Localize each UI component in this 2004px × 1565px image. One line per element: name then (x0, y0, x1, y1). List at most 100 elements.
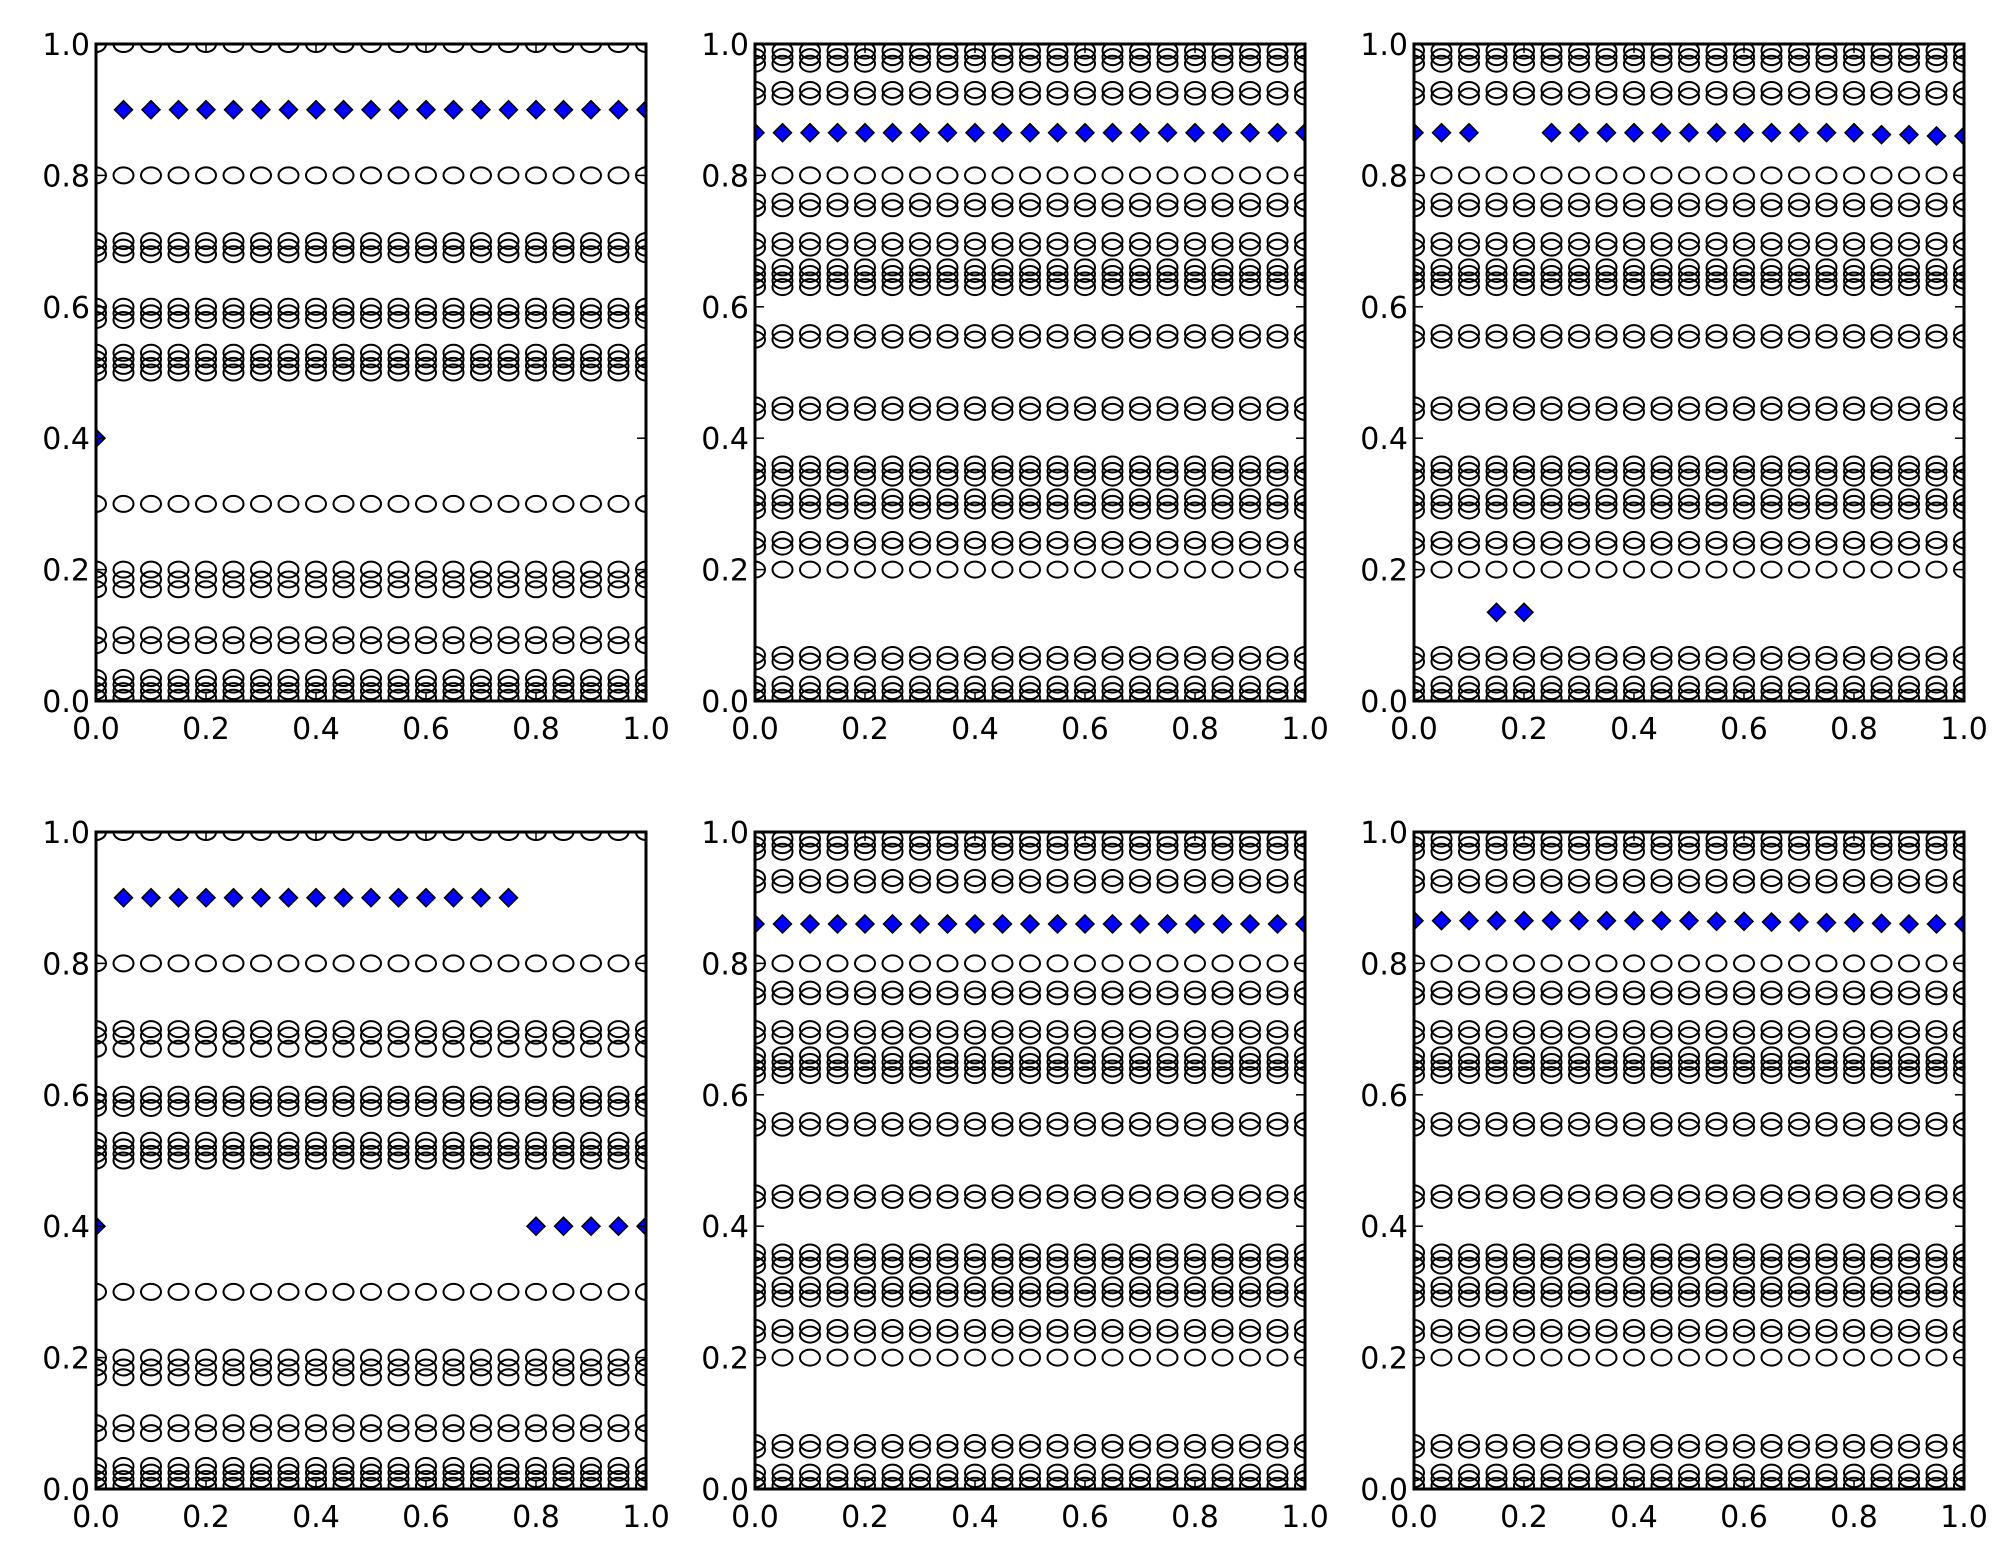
circle-marker (1898, 1325, 1920, 1344)
circle-marker (1568, 1319, 1590, 1338)
diamond-marker (964, 913, 986, 935)
circle-marker (1458, 238, 1480, 257)
circle-marker (1788, 675, 1810, 694)
circle-marker (1211, 1112, 1234, 1131)
circle-marker (1815, 199, 1838, 218)
circle-marker (1019, 1348, 1041, 1367)
circle-marker (497, 560, 520, 579)
circle-marker (755, 1289, 766, 1308)
circle-marker (1129, 1319, 1151, 1338)
circle-marker (881, 832, 904, 848)
circle-marker (1458, 330, 1480, 349)
circle-marker (1815, 396, 1838, 415)
circle-marker (305, 363, 327, 382)
circle-marker (1046, 1476, 1069, 1489)
circle-marker (1568, 836, 1590, 855)
x-tick-label: 0.0 (72, 1500, 120, 1535)
circle-marker (1294, 842, 1305, 861)
circle-marker (497, 1348, 520, 1367)
circle-marker (1595, 494, 1618, 513)
circle-marker (1430, 1059, 1453, 1078)
circle-marker (1101, 455, 1124, 474)
diamond-marker (755, 122, 766, 143)
circle-marker (1623, 462, 1645, 481)
circle-marker (1101, 842, 1124, 861)
circle-marker (1101, 44, 1124, 60)
circle-marker (909, 1112, 931, 1131)
circle-marker (1294, 675, 1305, 694)
circle-marker (277, 580, 300, 599)
circle-marker (1623, 468, 1645, 487)
circle-marker (1788, 1325, 1810, 1344)
circle-marker (1650, 875, 1673, 894)
y-tick-label: 0.8 (701, 159, 749, 194)
circle-marker (195, 1144, 217, 1163)
circle-marker (936, 842, 959, 861)
x-tick-label: 1.0 (1940, 1500, 1988, 1535)
circle-marker (607, 494, 630, 513)
circle-marker (607, 669, 630, 688)
circle-marker (277, 350, 300, 369)
circle-marker (1211, 324, 1234, 343)
circle-marker (826, 1243, 849, 1262)
circle-marker (964, 271, 986, 290)
circle-marker (1046, 1319, 1069, 1338)
circle-marker (1101, 688, 1124, 701)
circle-marker (1129, 278, 1151, 297)
circle-marker (1513, 330, 1535, 349)
circle-marker (415, 1092, 437, 1111)
circle-marker (1074, 1256, 1096, 1275)
circle-marker (1925, 954, 1948, 973)
circle-marker (1953, 537, 1964, 556)
circle-marker (167, 1151, 190, 1170)
circle-marker (1430, 44, 1453, 60)
circle-marker (755, 238, 766, 257)
circle-marker (909, 1319, 931, 1338)
circle-marker (1430, 271, 1453, 290)
circle-marker (1046, 402, 1069, 421)
circle-marker (140, 1098, 162, 1117)
circle-marker (112, 494, 135, 513)
circle-marker (909, 875, 931, 894)
circle-marker (1760, 455, 1783, 474)
circle-marker (277, 343, 300, 362)
circle-marker (442, 669, 465, 688)
circle-marker (1953, 954, 1964, 973)
circle-marker (1678, 1046, 1700, 1065)
circle-marker (1458, 1282, 1480, 1301)
circle-marker (799, 1470, 821, 1489)
circle-marker (580, 1085, 602, 1104)
circle-marker (1046, 488, 1069, 507)
circle-marker (1540, 44, 1563, 60)
circle-marker (1101, 832, 1124, 848)
circle-marker (1513, 396, 1535, 415)
circle-marker (1815, 48, 1838, 67)
circle-marker (1211, 264, 1234, 283)
circle-marker (1266, 1476, 1289, 1489)
x-tick-label: 0.2 (841, 1500, 889, 1535)
circle-marker (525, 626, 547, 645)
circle-marker (415, 1282, 437, 1301)
circle-marker (1705, 166, 1728, 185)
circle-marker (277, 166, 300, 185)
circle-marker (826, 954, 849, 973)
circle-marker (1898, 192, 1920, 211)
circle-marker (1513, 462, 1535, 481)
circle-marker (1414, 1348, 1425, 1367)
circle-marker (1046, 832, 1069, 848)
y-tick-label: 1.0 (42, 816, 90, 851)
circle-marker (332, 1026, 355, 1045)
circle-marker (140, 304, 162, 323)
circle-marker (826, 688, 849, 701)
circle-marker (1788, 1463, 1810, 1482)
circle-marker (607, 304, 630, 323)
circle-marker (1184, 80, 1206, 99)
circle-marker (1239, 1463, 1261, 1482)
circle-marker (442, 343, 465, 362)
circle-marker (415, 232, 437, 251)
circle-marker (1568, 875, 1590, 894)
circle-marker (936, 1470, 959, 1489)
circle-marker (1815, 832, 1838, 848)
circle-marker (250, 44, 272, 53)
circle-marker (1211, 1250, 1234, 1269)
